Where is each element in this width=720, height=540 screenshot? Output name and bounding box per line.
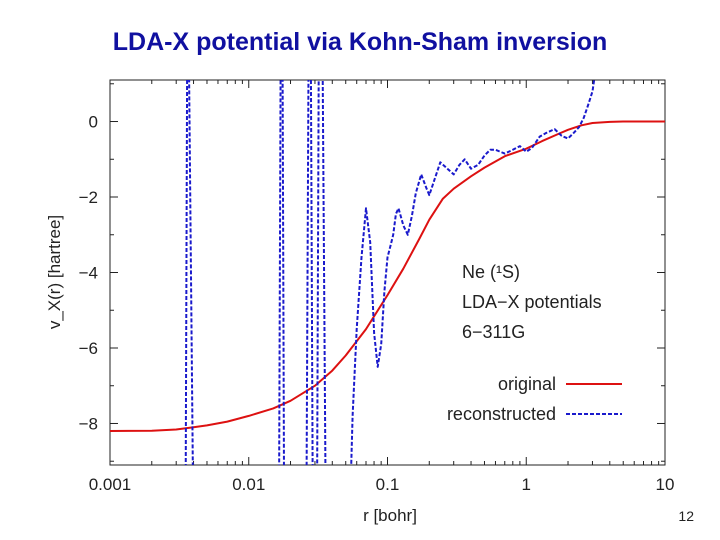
x-axis-ticks: 0.001 0.01 0.1 1 10 [89, 80, 675, 494]
series-layer [110, 80, 665, 465]
y-tick-label: −4 [79, 264, 98, 283]
annotation-line-1: Ne (¹S) [462, 262, 520, 282]
y-axis-ticks: 0 −2 −4 −6 −8 [79, 83, 665, 462]
plot-area-frame [109, 79, 666, 466]
legend-label-original: original [498, 374, 556, 394]
x-tick-label: 10 [656, 475, 675, 494]
annotation-line-2: LDA−X potentials [462, 292, 602, 312]
y-tick-label: −6 [79, 339, 98, 358]
x-axis-label: r [bohr] [363, 506, 417, 525]
x-tick-label: 1 [522, 475, 531, 494]
page-number: 12 [678, 508, 694, 524]
x-tick-label: 0.01 [232, 475, 265, 494]
y-tick-label: −8 [79, 414, 98, 433]
y-tick-label: 0 [89, 113, 98, 132]
y-axis-label: v_X(r) [hartree] [45, 215, 64, 329]
x-tick-label: 0.1 [376, 475, 400, 494]
x-tick-label: 0.001 [89, 475, 132, 494]
series-line-reconstructed [184, 80, 596, 465]
legend-label-reconstructed: reconstructed [447, 404, 556, 424]
annotation-line-3: 6−311G [462, 322, 525, 342]
slide-title: LDA-X potential via Kohn-Sham inversion [112, 28, 608, 56]
y-tick-label: −2 [79, 188, 98, 207]
